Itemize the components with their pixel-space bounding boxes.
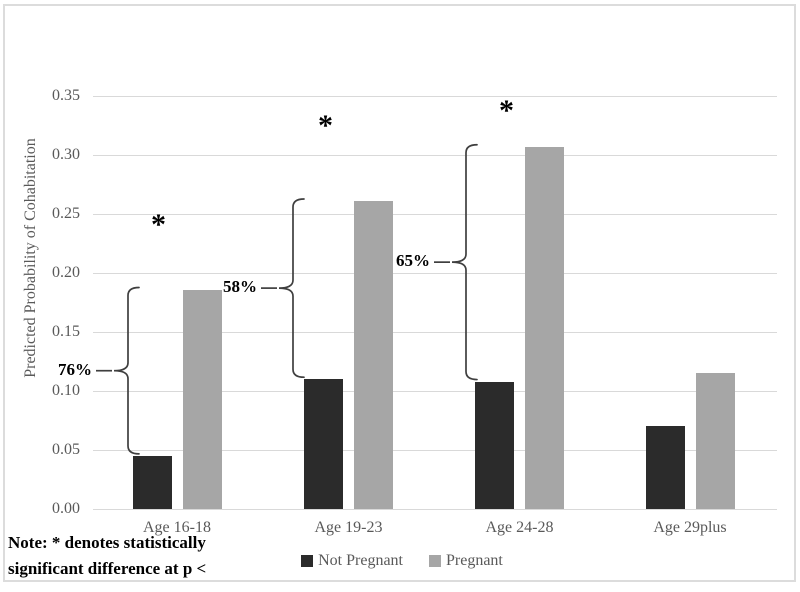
significance-asterisk-age-24-28: * [499,94,514,127]
significance-asterisk-age-19-23: * [318,109,333,142]
significance-asterisk-age-16-18: * [151,208,166,241]
bar-not-pregnant-age-16-18 [132,455,172,509]
bar-pregnant-age-29plus [695,373,735,509]
gridline-0-35 [93,96,777,97]
x-axis-category-label-age-16-18: Age 16-18 [143,519,211,536]
gridline-0-30 [93,155,777,156]
y-axis-tick-label-0-35: 0.35 [52,87,80,104]
note-line-1: Note: * denotes statistically [8,533,206,552]
bar-not-pregnant-age-19-23 [304,379,343,509]
bar-pregnant-age-24-28 [525,146,564,509]
bar-not-pregnant-age-29plus [645,426,685,509]
gridline-0-25 [93,214,777,215]
legend-swatch-icon-not-pregnant [301,555,314,567]
y-axis-tick-label-0-20: 0.20 [52,264,80,281]
x-axis-category-label-age-24-28: Age 24-28 [485,519,554,536]
figure-note: Note: * denotes statistically significan… [8,530,206,582]
y-axis-tick-label-0-25: 0.25 [52,205,80,222]
bar-pregnant-age-16-18 [182,289,222,509]
y-axis-tick-label-0-10: 0.10 [52,382,80,399]
percent-difference-label-age-16-18: 76% [58,359,92,379]
percent-difference-label-age-19-23: 58% [223,277,257,297]
legend-swatch-icon-pregnant [429,555,441,567]
legend: Not Pregnant Pregnant [60,550,744,572]
legend-item-not-pregnant: Not Pregnant [301,552,403,570]
legend-label-not-pregnant: Not Pregnant [318,552,403,569]
percent-difference-label-age-24-28: 65% [396,251,430,271]
y-axis-tick-label-0-05: 0.05 [52,441,80,458]
gridline-0-20 [93,273,777,274]
legend-label-pregnant: Pregnant [446,552,503,569]
y-axis-tick-label-0-30: 0.30 [52,146,80,163]
gridline-0-00 [93,509,777,510]
y-axis-tick-label-0-00: 0.00 [52,500,80,517]
gridline-0-15 [93,332,777,333]
x-axis-category-label-age-29plus: Age 29plus [653,519,727,536]
bar-pregnant-age-19-23 [354,201,393,509]
x-axis-category-label-age-19-23: Age 19-23 [314,519,383,536]
gridline-0-10 [93,391,777,392]
note-line-2: significant difference at p < [8,559,207,578]
gridline-0-05 [93,450,777,451]
bar-not-pregnant-age-24-28 [475,381,514,509]
legend-item-pregnant: Pregnant [429,552,503,570]
y-axis-tick-label-0-15: 0.15 [52,323,80,340]
